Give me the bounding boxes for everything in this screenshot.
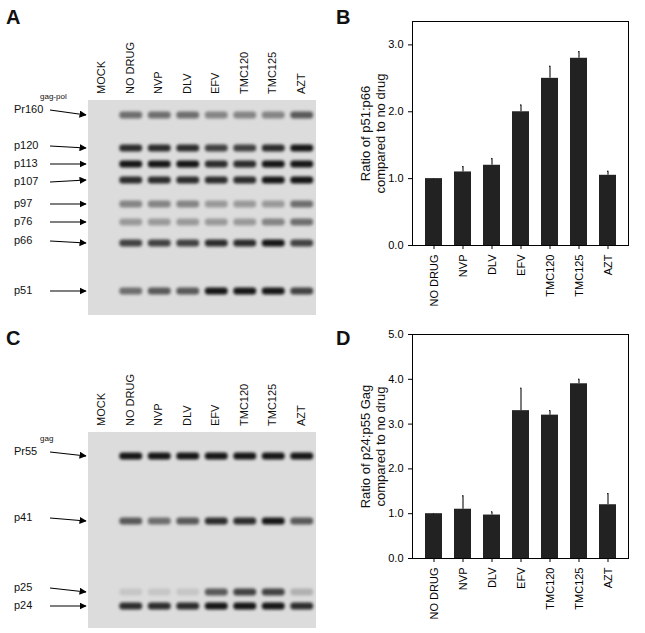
svg-text:D: D <box>336 327 350 349</box>
svg-text:4.0: 4.0 <box>388 373 403 385</box>
svg-text:gag-pol: gag-pol <box>40 92 67 101</box>
svg-text:NO DRUG: NO DRUG <box>428 568 440 620</box>
svg-text:5.0: 5.0 <box>388 328 403 340</box>
svg-text:NVP: NVP <box>152 403 164 426</box>
svg-text:Pr55: Pr55 <box>14 445 37 457</box>
svg-text:DLV: DLV <box>181 73 193 94</box>
svg-text:p120: p120 <box>14 139 38 151</box>
svg-text:MOCK: MOCK <box>95 392 107 426</box>
svg-text:Ratio of p51:p66compared to no: Ratio of p51:p66compared to no drug <box>358 74 389 194</box>
svg-text:Ratio of p24:p55 Gagcompared t: Ratio of p24:p55 Gagcompared to no drug <box>358 385 389 509</box>
svg-text:p107: p107 <box>14 175 38 187</box>
svg-text:AZT: AZT <box>602 254 614 275</box>
svg-text:DLV: DLV <box>486 254 498 275</box>
svg-text:AZT: AZT <box>295 73 307 94</box>
svg-text:Pr160: Pr160 <box>14 103 43 115</box>
svg-text:p41: p41 <box>14 511 32 523</box>
svg-text:p25: p25 <box>14 581 32 593</box>
svg-text:NVP: NVP <box>152 71 164 94</box>
svg-text:p66: p66 <box>14 234 32 246</box>
svg-text:EFV: EFV <box>209 404 221 426</box>
svg-text:TMC120: TMC120 <box>238 384 250 426</box>
svg-text:p76: p76 <box>14 215 32 227</box>
svg-text:TMC120: TMC120 <box>544 255 556 297</box>
svg-text:p24: p24 <box>14 599 32 611</box>
svg-text:EFV: EFV <box>515 567 527 589</box>
svg-text:A: A <box>6 6 20 28</box>
svg-text:NVP: NVP <box>457 255 469 278</box>
svg-text:TMC125: TMC125 <box>266 52 278 94</box>
svg-text:TMC125: TMC125 <box>266 384 278 426</box>
svg-text:TMC125: TMC125 <box>573 568 585 610</box>
svg-text:2.0: 2.0 <box>388 462 403 474</box>
svg-text:DLV: DLV <box>181 405 193 426</box>
svg-text:3.0: 3.0 <box>388 418 403 430</box>
svg-text:EFV: EFV <box>209 72 221 94</box>
svg-text:MOCK: MOCK <box>95 60 107 94</box>
svg-text:3.0: 3.0 <box>388 38 403 50</box>
svg-text:p113: p113 <box>14 157 38 169</box>
svg-text:TMC125: TMC125 <box>573 255 585 297</box>
svg-text:AZT: AZT <box>295 405 307 426</box>
svg-text:p97: p97 <box>14 197 32 209</box>
svg-text:NO DRUG: NO DRUG <box>428 255 440 307</box>
svg-text:NO DRUG: NO DRUG <box>124 42 136 94</box>
svg-text:NVP: NVP <box>457 568 469 591</box>
svg-text:1.0: 1.0 <box>388 507 403 519</box>
svg-text:0.0: 0.0 <box>388 552 403 564</box>
svg-text:gag: gag <box>40 434 53 443</box>
svg-text:B: B <box>336 6 350 28</box>
svg-text:1.0: 1.0 <box>388 172 403 184</box>
svg-text:AZT: AZT <box>602 567 614 588</box>
svg-text:DLV: DLV <box>486 567 498 588</box>
svg-text:p51: p51 <box>14 284 32 296</box>
svg-text:NO DRUG: NO DRUG <box>124 374 136 426</box>
svg-text:TMC120: TMC120 <box>544 568 556 610</box>
svg-text:0.0: 0.0 <box>388 239 403 251</box>
svg-text:2.0: 2.0 <box>388 105 403 117</box>
svg-text:C: C <box>6 327 20 349</box>
svg-text:TMC120: TMC120 <box>238 52 250 94</box>
svg-text:EFV: EFV <box>515 254 527 276</box>
